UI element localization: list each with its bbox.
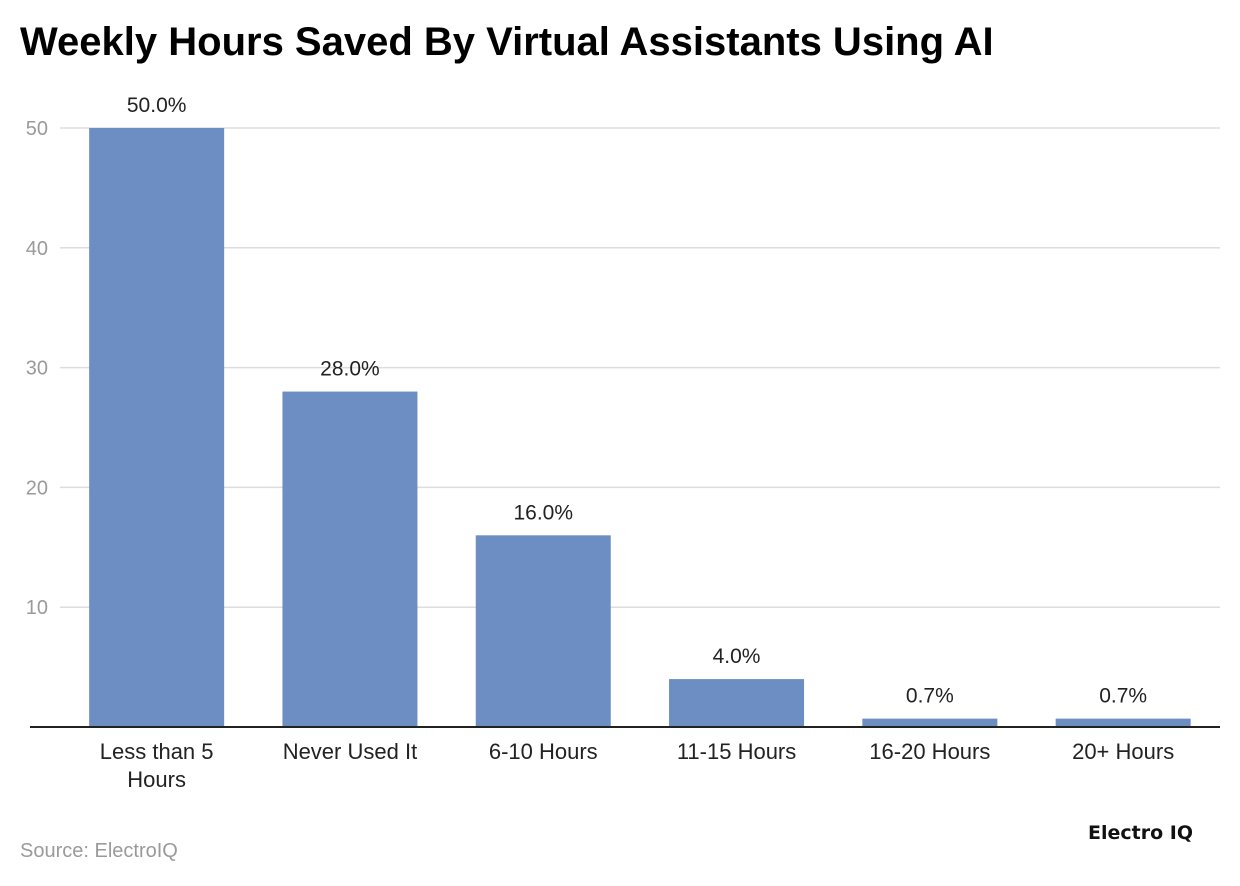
y-tick-label: 10 (26, 597, 48, 619)
data-label: 0.7% (1099, 685, 1147, 708)
bar (89, 128, 225, 727)
brand-logo: Electro IQ (1088, 822, 1193, 844)
bar (669, 679, 805, 727)
x-tick-label: 6-10 Hours (489, 739, 598, 764)
bar (1055, 718, 1191, 727)
bar (862, 718, 998, 727)
x-tick-label: 11-15 Hours (677, 739, 796, 764)
bar (475, 535, 611, 727)
chart-title: Weekly Hours Saved By Virtual Assistants… (20, 20, 994, 64)
y-tick-label: 20 (26, 477, 48, 499)
x-tick-label: 20+ Hours (1072, 739, 1174, 764)
x-tick-label: Less than 5 (100, 739, 214, 764)
data-label: 16.0% (513, 501, 573, 524)
x-tick-label: Hours (127, 767, 186, 792)
y-tick-label: 50 (26, 118, 48, 140)
data-label: 0.7% (906, 685, 954, 708)
y-tick-label: 40 (26, 238, 48, 260)
x-tick-label: 16-20 Hours (869, 739, 990, 764)
data-label: 4.0% (713, 645, 761, 668)
source-note: Source: ElectroIQ (20, 840, 178, 862)
bar (282, 391, 418, 727)
data-label: 50.0% (127, 94, 187, 117)
data-label: 28.0% (320, 358, 380, 381)
x-tick-label: Never Used It (283, 739, 418, 764)
y-tick-label: 30 (26, 358, 48, 380)
